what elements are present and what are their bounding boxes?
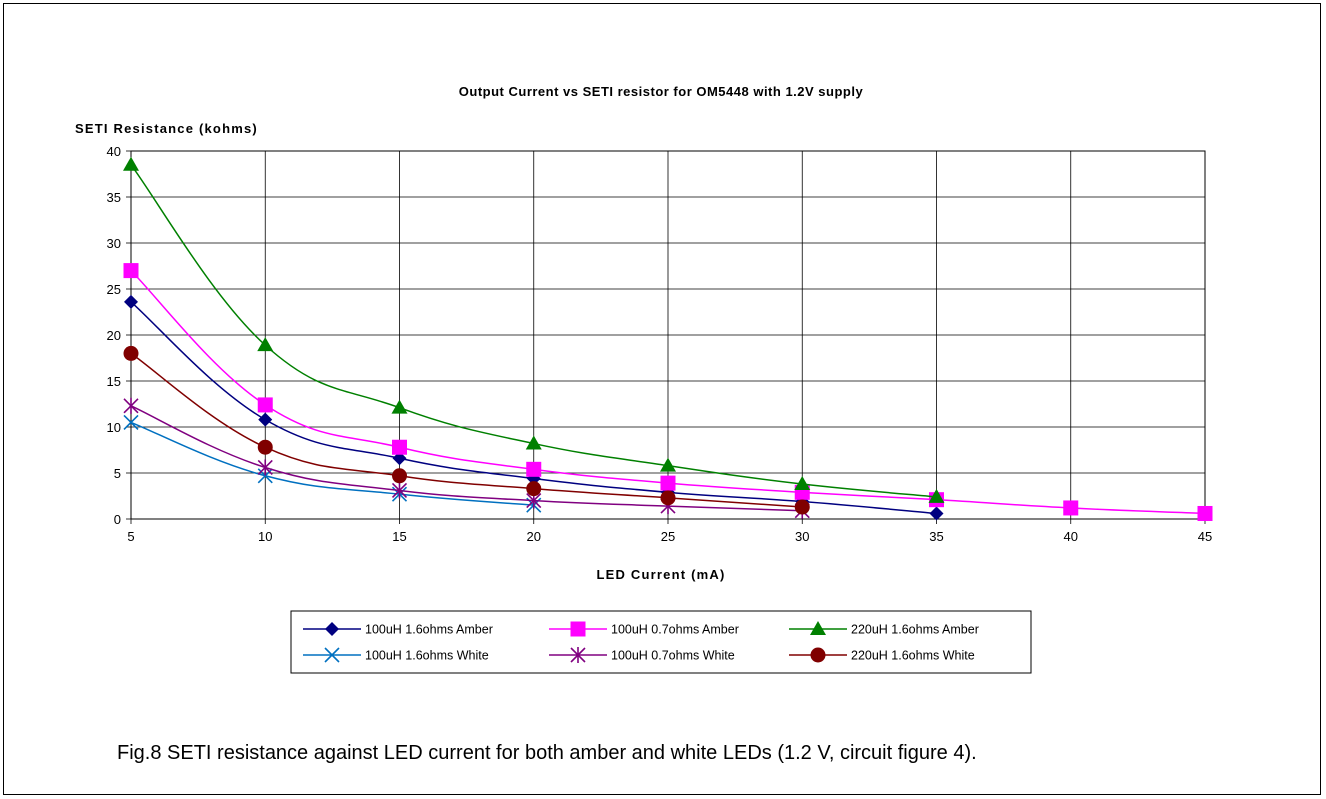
- data-point: [391, 482, 408, 499]
- legend-item: 100uH 1.6ohms Amber: [303, 622, 493, 637]
- x-tick-label: 15: [392, 529, 406, 544]
- series-line: [130, 405, 803, 512]
- data-point: [660, 457, 676, 472]
- y-tick-label: 15: [107, 374, 121, 389]
- x-tick-label: 30: [795, 529, 809, 544]
- legend-label: 220uH 1.6ohms White: [851, 649, 975, 663]
- legend: 100uH 1.6ohms Amber 100uH 0.7ohms Amber 22…: [290, 610, 1032, 674]
- data-point: [810, 621, 826, 635]
- figure-caption: Fig.8 SETI resistance against LED curren…: [117, 742, 977, 764]
- data-point: [257, 397, 273, 413]
- x-tick-label: 25: [661, 529, 675, 544]
- chart: Output Current vs SETI resistor for OM54…: [75, 84, 1213, 674]
- data-point: [570, 647, 586, 663]
- y-axis-label: SETI Resistance (kohms): [75, 121, 258, 136]
- x-tick-label: 40: [1064, 529, 1078, 544]
- data-point: [325, 622, 339, 636]
- data-point: [660, 490, 676, 506]
- y-tick-label: 10: [107, 420, 121, 435]
- legend-label: 220uH 1.6ohms Amber: [851, 623, 979, 637]
- data-point: [257, 439, 273, 455]
- x-tick-label: 10: [258, 529, 272, 544]
- data-point: [526, 481, 542, 497]
- data-point: [928, 488, 945, 503]
- data-point: [123, 156, 139, 171]
- data-point: [810, 647, 826, 663]
- data-point: [392, 439, 407, 455]
- y-tick-label: 40: [107, 144, 121, 159]
- x-axis-label: LED Current (mA): [597, 567, 726, 582]
- y-tick-label: 20: [107, 328, 121, 343]
- y-tick-label: 30: [107, 236, 121, 251]
- data-point: [525, 435, 542, 450]
- x-tick-label: 45: [1198, 529, 1212, 544]
- legend-label: 100uH 1.6ohms Amber: [365, 623, 493, 637]
- legend-item: 100uH 0.7ohms White: [549, 647, 735, 663]
- data-point: [929, 506, 944, 521]
- data-point: [392, 451, 407, 466]
- x-tick-label: 5: [127, 529, 134, 544]
- y-tick-label: 5: [114, 466, 121, 481]
- data-point: [257, 337, 274, 352]
- series-layer: [123, 156, 1213, 521]
- y-tick-label: 35: [107, 190, 121, 205]
- y-tick-label: 0: [114, 512, 121, 527]
- data-point: [392, 468, 407, 484]
- data-point: [794, 499, 810, 515]
- data-point: [123, 397, 139, 414]
- data-point: [258, 412, 273, 427]
- data-point: [391, 399, 408, 414]
- data-point: [123, 263, 139, 279]
- series-line: [130, 421, 534, 506]
- legend-label: 100uH 0.7ohms Amber: [611, 623, 739, 637]
- legend-box: [290, 610, 1032, 674]
- gridlines: [130, 150, 1206, 520]
- figure-frame: Output Current vs SETI resistor for OM54…: [3, 3, 1321, 795]
- x-tick-label: 35: [929, 529, 943, 544]
- series-line: [130, 352, 803, 508]
- legend-item: 100uH 1.6ohms White: [303, 647, 489, 663]
- y-tick-label: 25: [107, 282, 121, 297]
- data-point: [124, 294, 138, 309]
- legend-label: 100uH 1.6ohms White: [365, 649, 489, 663]
- data-point: [660, 475, 676, 491]
- series-220uh-1-6ohms-amber: [123, 156, 945, 503]
- x-tick-label: 20: [527, 529, 541, 544]
- data-point: [794, 476, 811, 491]
- legend-item: 220uH 1.6ohms White: [789, 647, 975, 663]
- data-point: [123, 414, 139, 430]
- legend-item: 100uH 0.7ohms Amber: [549, 621, 739, 637]
- chart-title: Output Current vs SETI resistor for OM54…: [459, 84, 864, 99]
- data-point: [526, 461, 542, 477]
- data-point: [257, 459, 273, 476]
- legend-label: 100uH 0.7ohms White: [611, 649, 735, 663]
- legend-item: 220uH 1.6ohms Amber: [789, 621, 979, 637]
- series-220uh-1-6ohms-white: [123, 345, 810, 515]
- data-point: [123, 345, 139, 361]
- data-point: [1063, 500, 1079, 516]
- data-point: [570, 621, 586, 637]
- data-point: [324, 647, 340, 663]
- data-point: [1197, 505, 1213, 521]
